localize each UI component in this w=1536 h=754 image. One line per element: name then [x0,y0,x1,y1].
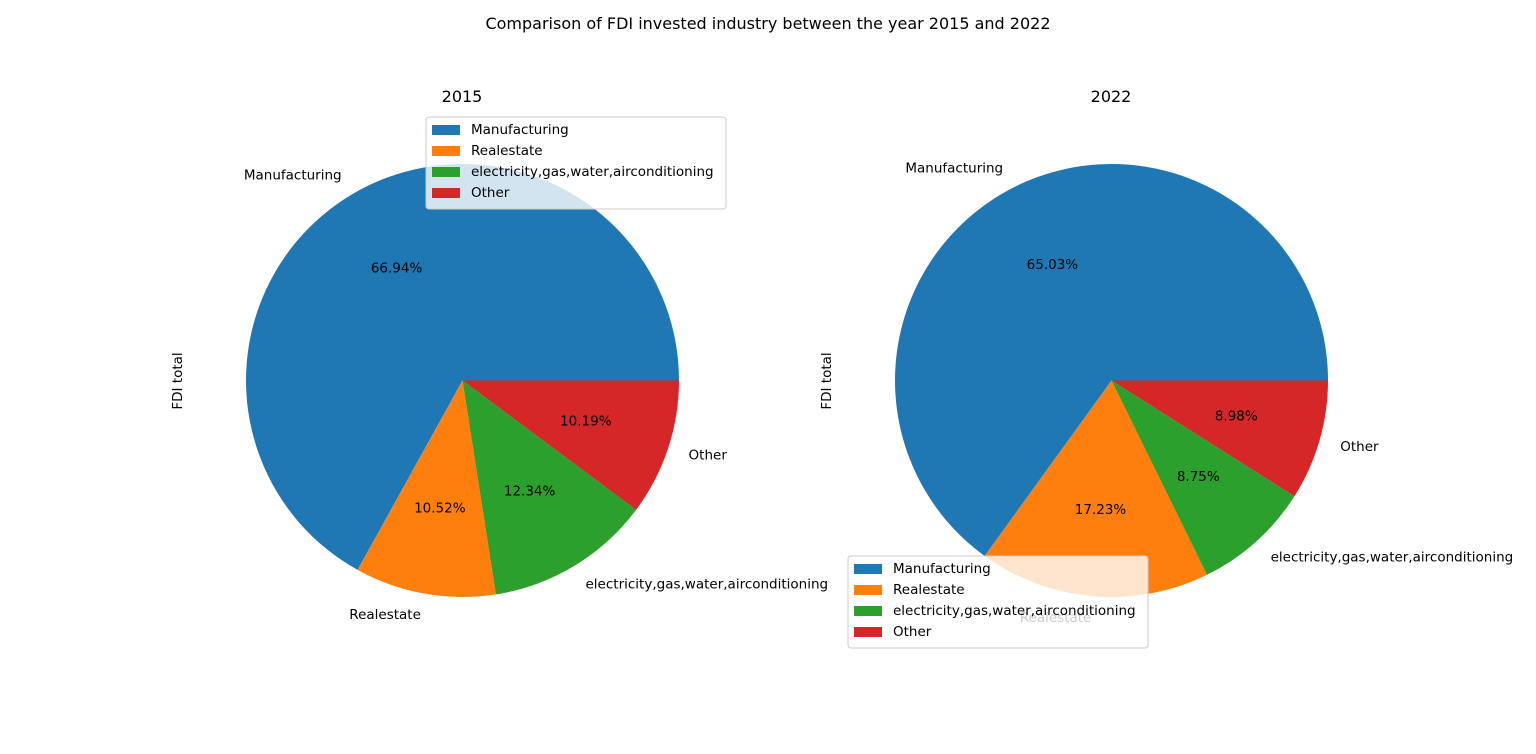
percent-label-realestate: 10.52% [414,500,466,516]
pie-slice-electricity-gas-water-airconditioning [1111,380,1295,575]
legend-label-manufacturing: Manufacturing [893,561,991,577]
legend-2015[interactable]: Manufacturing Realestate electricity,gas,w… [425,116,727,210]
slices-2015 [245,163,679,597]
legend-swatch-realestate [432,146,460,156]
slice-label-electricity-gas-water-airconditioning: electricity,gas,water,airconditioning [1271,550,1514,566]
pie-slice-other [462,380,679,510]
y-axis-label-2015: FDI total [170,352,186,409]
percent-label-electricity-gas-water-airconditioning: 8.75% [1177,469,1220,485]
percent-label-manufacturing: 65.03% [1027,257,1079,273]
pie-slice-electricity-gas-water-airconditioning [462,380,637,595]
legend-label-manufacturing: Manufacturing [471,122,569,138]
pie-chart-2022: 2022 FDI total 65.03% Manufacturing 17.23%… [819,87,1514,649]
slice-label-electricity-gas-water-airconditioning: electricity,gas,water,airconditioning [586,576,829,592]
pie-slice-realestate [984,380,1207,597]
legend-label-other: Other [893,624,932,640]
percent-label-other: 10.19% [560,413,612,429]
slice-label-other: Other [1340,439,1379,455]
percent-label-manufacturing: 66.94% [371,261,423,277]
percent-label-other: 8.98% [1215,409,1258,425]
legend-swatch-manufacturing [854,564,882,574]
labels-2015: 66.94% Manufacturing 10.52% Realestate 12.34… [244,167,828,623]
slice-label-realestate: Realestate [349,607,421,623]
figure-title: Comparison of FDI invested industry betw… [485,14,1050,33]
legend-label-other: Other [471,185,510,201]
slice-label-other: Other [689,447,728,463]
legend-swatch-electricity-gas-water-airconditioning [432,167,460,177]
legend-swatch-manufacturing [432,125,460,135]
legend-label-electricity-gas-water-airconditioning: electricity,gas,water,airconditioning [893,603,1136,619]
pie-chart-2015: 2015 FDI total 66.94% Manufacturing 10.52%… [170,87,828,623]
y-axis-label-2022: FDI total [819,352,835,409]
pie-title-2022: 2022 [1091,87,1132,106]
pie-slice-manufacturing [245,163,679,570]
legend-label-realestate: Realestate [471,143,543,159]
slices-2022 [895,163,1329,597]
legend-swatch-electricity-gas-water-airconditioning [854,606,882,616]
legend-frame [425,116,727,210]
slice-label-manufacturing: Manufacturing [244,167,342,183]
legend-label-electricity-gas-water-airconditioning: electricity,gas,water,airconditioning [471,164,714,180]
pie-slice-realestate [357,380,496,597]
pie-slice-manufacturing [895,163,1329,556]
slice-label-manufacturing: Manufacturing [905,160,1003,176]
legend-swatch-other [432,188,460,198]
legend-frame [847,555,1149,649]
legend-label-realestate: Realestate [893,582,965,598]
legend-swatch-realestate [854,585,882,595]
legend-swatch-other [854,627,882,637]
percent-label-electricity-gas-water-airconditioning: 12.34% [504,484,556,500]
percent-label-realestate: 17.23% [1075,502,1127,518]
pie-title-2015: 2015 [442,87,483,106]
legend-2022[interactable]: Manufacturing Realestate electricity,gas,w… [847,555,1149,649]
pie-slice-other [1111,380,1328,497]
